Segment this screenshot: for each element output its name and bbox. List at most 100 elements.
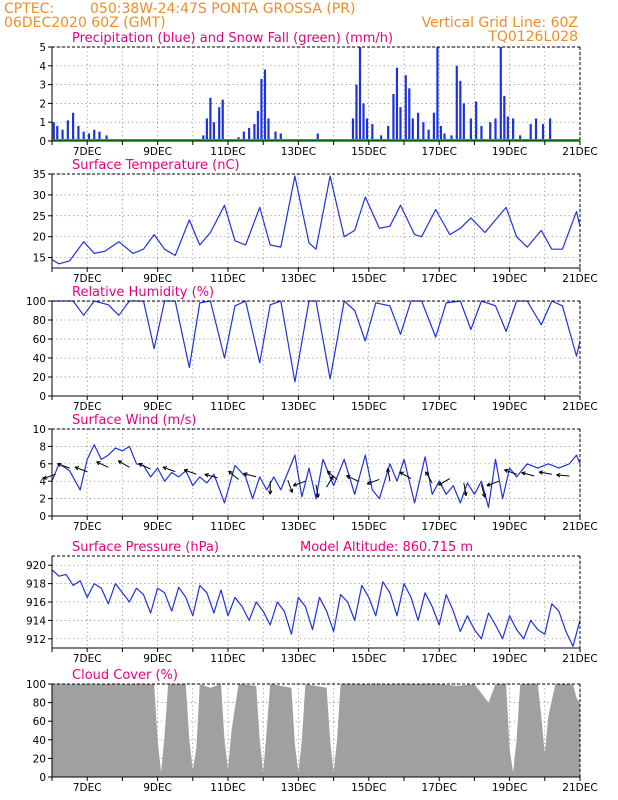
wind-arrow-head — [538, 471, 543, 475]
precip-bar — [202, 135, 205, 141]
wind-arrow-head — [204, 473, 209, 478]
cloud-panel: Cloud Cover (%) 0 20 40 60 80 100 7DEC 9DEC 11DEC… — [26, 668, 598, 794]
wind-arrow-shaft — [57, 463, 70, 469]
wind-arrow-shaft — [366, 478, 380, 485]
wind-arrow-shaft — [399, 471, 412, 480]
precip-bar — [355, 84, 358, 141]
wind-arrow — [162, 466, 176, 473]
y-tick-label: 10 — [33, 424, 46, 436]
y-tick-label: 4 — [39, 61, 46, 73]
y-tick-label: 5 — [39, 42, 46, 54]
precip-bar — [519, 135, 522, 141]
precip-bar — [93, 129, 96, 141]
wind-arrow-shaft — [287, 480, 293, 493]
y-tick-label: 80 — [33, 315, 46, 327]
precip-bar — [105, 135, 108, 141]
temp-line — [51, 175, 581, 265]
x-tick-label: 7DEC — [73, 782, 102, 794]
x-tick-label: 9DEC — [143, 782, 172, 794]
wind-arrow — [366, 478, 380, 485]
wind-arrow-head — [346, 475, 350, 480]
x-tick-label: 11DEC — [210, 401, 245, 413]
precip-bar — [503, 95, 506, 141]
panels: Precipitation (blue) and Snow Fall (gree… — [26, 31, 598, 794]
precip-bar — [212, 122, 216, 141]
wind-arrow-head — [315, 493, 319, 498]
precip-bar — [411, 118, 414, 141]
y-tick-label: 0 — [39, 391, 46, 403]
x-tick-label: 17DEC — [421, 273, 456, 285]
x-tick-label: 13DEC — [281, 653, 316, 665]
y-tick-label: 20 — [33, 372, 46, 384]
x-tick-label: 9DEC — [143, 146, 172, 158]
rh-title: Relative Humidity (%) — [72, 285, 214, 300]
precip-bar — [77, 125, 80, 141]
wind-arrow — [326, 475, 334, 488]
x-tick-label: 7DEC — [73, 401, 102, 413]
precip-bar — [209, 97, 212, 141]
wind-arrow-shaft — [228, 470, 239, 480]
y-tick-label: 20 — [33, 753, 46, 765]
wind-arrow-shaft — [387, 468, 391, 482]
precip-bar — [469, 118, 472, 141]
precip-panel: Precipitation (blue) and Snow Fall (gree… — [39, 31, 597, 158]
wind-arrow-head — [243, 472, 248, 474]
wind-arrow-head — [521, 472, 526, 476]
wind-arrow — [504, 468, 517, 475]
pres-subtitle: Model Altitude: 860.715 m — [300, 540, 473, 555]
y-tick-label: 30 — [33, 190, 46, 202]
y-tick-label: 60 — [33, 716, 46, 728]
precip-bar — [436, 47, 439, 141]
precip-bar — [494, 118, 497, 141]
wind-arrow-head — [74, 466, 79, 471]
wind-arrow — [268, 481, 273, 495]
rh-panel: Relative Humidity (%) 0 20 40 60 80 100 7DEC 9DE… — [26, 285, 598, 413]
wind-arrow — [346, 475, 359, 482]
header-code: TQ0126L028 — [487, 29, 578, 45]
wind-arrow — [183, 468, 197, 475]
pres-line — [51, 569, 581, 647]
y-tick-label: 80 — [33, 698, 46, 710]
x-tick-label: 17DEC — [421, 146, 456, 158]
x-tick-label: 7DEC — [73, 273, 102, 285]
wind-arrow-shaft — [96, 461, 109, 468]
wind-arrow-shaft — [162, 466, 176, 473]
x-tick-label: 11DEC — [210, 521, 245, 533]
y-tick-label: 1 — [39, 117, 46, 129]
precip-bar — [358, 47, 362, 141]
precip-bar — [443, 133, 446, 141]
x-tick-label: 13DEC — [281, 782, 316, 794]
x-tick-label: 13DEC — [281, 401, 316, 413]
x-tick-label: 7DEC — [73, 653, 102, 665]
y-tick-label: 920 — [26, 560, 46, 572]
wind-panel: Surface Wind (m/s) 0 2 4 6 8 10 7DEC 9DEC 11DEC 13… — [33, 413, 598, 533]
precip-bar — [459, 80, 462, 141]
precip-bar — [499, 47, 502, 141]
x-tick-label: 15DEC — [351, 782, 386, 794]
wind-arrow-head — [438, 481, 442, 486]
y-tick-label: 2 — [39, 494, 46, 506]
precip-bar — [387, 125, 390, 141]
wind-arrow — [386, 468, 391, 482]
wind-arrow-shaft — [504, 469, 517, 475]
wind-arrow-head — [292, 482, 297, 486]
precip-bar — [506, 116, 509, 141]
x-tick-label: 15DEC — [351, 273, 386, 285]
y-tick-label: 100 — [26, 296, 46, 308]
precip-bar — [512, 118, 515, 141]
x-tick-label: 17DEC — [421, 401, 456, 413]
precip-bar — [422, 122, 425, 141]
wind-arrow-head — [42, 475, 47, 480]
wind-arrow-shaft — [138, 463, 151, 470]
header-location: 050:38W-24:47S PONTA GROSSA (PR) — [90, 1, 355, 17]
rh-line — [52, 300, 581, 383]
precip-bar — [242, 131, 245, 141]
wind-arrow — [425, 471, 433, 484]
y-tick-label: 25 — [33, 211, 46, 223]
pres-title: Surface Pressure (hPa) — [72, 540, 219, 555]
precip-bar — [279, 133, 282, 141]
wind-arrow-head — [138, 463, 142, 467]
x-tick-label: 21DEC — [562, 273, 597, 285]
x-tick-label: 9DEC — [143, 521, 172, 533]
wind-arrow-shaft — [243, 473, 257, 478]
